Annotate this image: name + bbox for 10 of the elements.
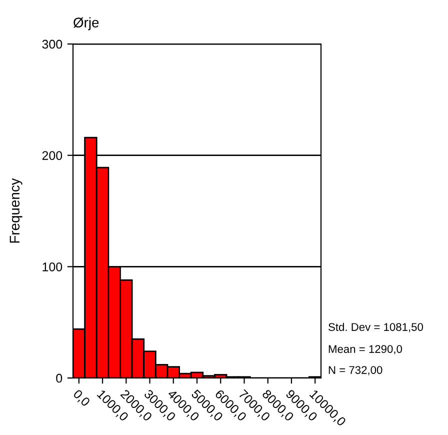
text: Mean = 1290,0	[328, 345, 402, 354]
y-tick-label: 300	[42, 40, 62, 49]
x-tick-label: 0,0	[72, 388, 91, 408]
y-tick-label: 100	[42, 262, 62, 272]
y-tick-label: 0	[56, 374, 62, 383]
text: Std. Dev = 1081,50	[328, 322, 424, 332]
chart-title: Ørje	[73, 17, 99, 30]
y-axis-title: Frequency	[10, 178, 22, 243]
y-tick-label: 200	[42, 151, 62, 160]
text: N = 732,00	[328, 366, 382, 376]
